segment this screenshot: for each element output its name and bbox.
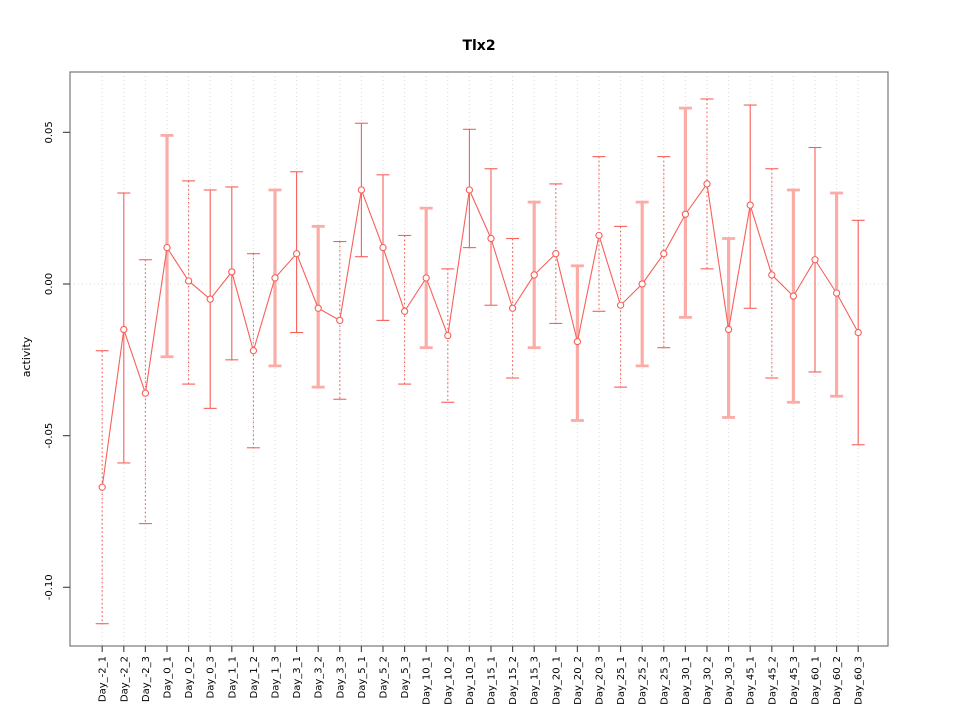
x-tick-label: Day_5_2 (379, 656, 390, 698)
x-tick-label: Day_25_3 (659, 656, 670, 705)
data-point (465, 186, 474, 194)
data-point (811, 256, 819, 264)
data-point (703, 180, 711, 188)
x-axis: Day_-2_1 Day_-2_2 Day_-2_3 Day_0_1 Day_0_2 Da… (98, 646, 865, 705)
x-tick-label: Day_1_2 (249, 656, 260, 698)
y-tick-label: 0.00 (44, 273, 55, 295)
data-point (724, 325, 733, 334)
data-point (832, 289, 841, 297)
x-tick-label: Day_-2_1 (98, 656, 109, 702)
data-point (854, 328, 862, 337)
x-tick-label: Day_3_3 (335, 656, 346, 698)
data-point (120, 325, 128, 334)
x-tick-label: Day_20_1 (551, 656, 562, 705)
x-tick-label: Day_10_2 (443, 656, 454, 705)
x-tick-label: Day_60_3 (854, 656, 865, 705)
data-point (249, 347, 258, 355)
data-points (98, 180, 862, 491)
data-point (314, 304, 322, 312)
series-line (101, 182, 859, 488)
x-tick-label: Day_3_1 (292, 656, 303, 698)
data-point (206, 295, 214, 303)
data-point (530, 271, 538, 279)
data-point (336, 316, 344, 325)
x-tick-label: Day_0_1 (163, 656, 174, 698)
gridlines (101, 72, 859, 646)
data-point (141, 389, 150, 397)
y-tick-label: 0.05 (44, 121, 55, 143)
data-point (487, 234, 495, 243)
y-tick-label: -0.10 (44, 574, 55, 600)
x-tick-label: Day_3_2 (314, 656, 325, 698)
x-tick-label: Day_1_1 (227, 656, 238, 698)
x-tick-label: Day_30_1 (681, 656, 692, 705)
data-point (595, 231, 603, 240)
x-tick-label: Day_0_2 (184, 656, 195, 698)
x-tick-label: Day_45_2 (767, 656, 778, 705)
x-tick-label: Day_30_2 (703, 656, 714, 705)
data-point (271, 274, 279, 282)
x-tick-label: Day_10_3 (465, 656, 476, 705)
x-tick-label: Day_15_2 (508, 656, 519, 705)
x-tick-label: Day_25_1 (616, 656, 627, 705)
x-tick-label: Day_45_3 (789, 656, 800, 705)
x-tick-label: Day_5_1 (357, 656, 368, 698)
x-tick-label: Day_5_3 (400, 656, 411, 698)
x-tick-label: Day_-2_2 (119, 656, 130, 702)
data-point (228, 268, 236, 276)
data-point (444, 331, 452, 340)
x-tick-label: Day_45_1 (746, 656, 757, 705)
data-point (789, 292, 798, 300)
data-point (681, 210, 690, 218)
x-tick-label: Day_15_3 (530, 656, 541, 705)
data-point (508, 304, 517, 312)
y-axis: 0.05 0.00 -0.05 -0.10 (44, 121, 70, 600)
data-point (400, 307, 409, 315)
data-point (98, 483, 106, 491)
data-point (552, 250, 560, 258)
x-tick-label: Day_-2_3 (141, 656, 152, 702)
data-point (422, 274, 430, 282)
x-tick-label: Day_25_2 (638, 656, 649, 705)
data-point (768, 271, 776, 279)
error-bars (95, 98, 865, 625)
plot-frame (69, 71, 889, 647)
x-tick-label: Day_20_3 (595, 656, 606, 705)
x-tick-label: Day_60_2 (832, 656, 843, 705)
x-tick-label: Day_10_1 (422, 656, 433, 705)
data-point (746, 201, 754, 209)
x-tick-label: Day_0_3 (206, 656, 217, 698)
x-tick-label: Day_60_1 (811, 656, 822, 705)
y-tick-label: -0.05 (44, 423, 55, 449)
x-tick-label: Day_1_3 (271, 656, 282, 698)
data-point (184, 277, 193, 285)
x-tick-label: Day_15_1 (487, 656, 498, 705)
data-point (660, 250, 668, 258)
data-point (616, 301, 625, 309)
x-tick-label: Day_30_3 (724, 656, 735, 705)
data-point (163, 243, 171, 252)
chart-title: Tlx2 (462, 38, 496, 54)
data-point (573, 337, 582, 346)
data-point (292, 250, 301, 258)
data-point (638, 280, 646, 288)
data-point (379, 243, 387, 252)
x-tick-label: Day_20_2 (573, 656, 584, 705)
data-point (357, 186, 366, 194)
